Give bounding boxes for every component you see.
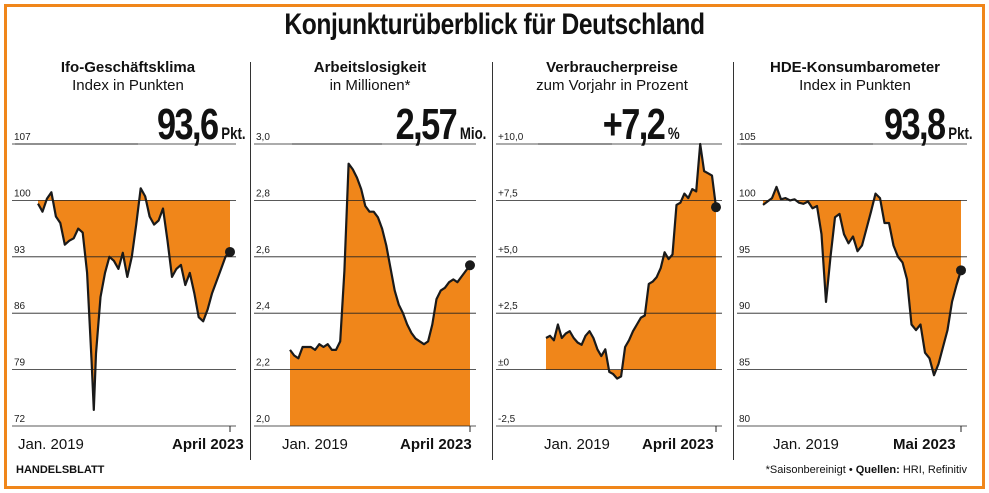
y-tick-label: 100 <box>739 188 756 199</box>
series-line <box>762 185 963 377</box>
y-tick-label: 3,0 <box>256 132 270 143</box>
chart-svg: 80 85 90 95 100 105 Jan. 2019 Mai 2023 <box>737 132 967 453</box>
y-tick-label: 86 <box>14 301 26 312</box>
end-marker <box>225 246 235 257</box>
panel-divider <box>492 62 493 460</box>
y-tick-label: 2,6 <box>256 245 270 256</box>
y-tick-label: 80 <box>739 414 751 425</box>
x-label-end: April 2023 <box>172 436 244 453</box>
y-tick-label: 95 <box>739 245 751 256</box>
panel-divider <box>250 62 251 460</box>
y-tick-label: 2,8 <box>256 188 270 199</box>
y-tick-label: 2,4 <box>256 301 270 312</box>
area-fill <box>38 188 230 410</box>
panel-arbeitslosigkeit: Arbeitslosigkeit in Millionen* 2,0 2,2 2,4 2,… <box>252 56 488 462</box>
sources-label: Quellen: <box>855 464 900 476</box>
y-tick-label: 93 <box>14 245 26 256</box>
chart-svg: 72 79 86 93 100 107 Jan. 2019 April 2023 <box>12 132 244 453</box>
end-marker <box>465 260 475 271</box>
x-label-start: Jan. 2019 <box>282 436 348 453</box>
panel-verbraucherpreise: Verbraucherpreise zum Vorjahr in Prozent -… <box>494 56 730 462</box>
series-line <box>37 187 231 411</box>
area-fill <box>546 144 716 379</box>
y-tick-label: 85 <box>739 358 751 369</box>
area-fill <box>290 163 470 426</box>
footnote-saison: *Saisonbereinigt <box>765 464 846 476</box>
y-tick-label: 72 <box>14 414 26 425</box>
y-tick-label: +7,5 <box>498 188 518 199</box>
headline-value: 2,57 Mio. <box>395 100 486 150</box>
main-title: Konjunkturüberblick für Deutschland <box>284 8 705 41</box>
y-tick-label: ±0 <box>498 358 509 369</box>
footnote: *Saisonbereinigt • Quellen: HRI, Refinit… <box>765 464 967 476</box>
headline-number: +7,2 <box>602 100 666 149</box>
y-tick-label: +2,5 <box>498 301 518 312</box>
y-tick-label: 100 <box>14 188 31 199</box>
panel-subtitle: in Millionen* <box>329 77 411 94</box>
panel-divider <box>733 62 734 460</box>
y-tick-label: 90 <box>739 301 751 312</box>
panel-subtitle: Index in Punkten <box>799 77 911 94</box>
panel-title: HDE-Konsumbarometer <box>769 59 941 76</box>
headline-value: 93,8 Pkt. <box>884 100 973 150</box>
y-tick-label: -2,5 <box>498 414 516 425</box>
headline-number: 93,6 <box>157 100 219 149</box>
chart-svg: 2,0 2,2 2,4 2,6 2,8 3,0 Jan. 2019 April 2023 <box>254 132 476 453</box>
end-marker <box>711 202 721 213</box>
headline-unit: Pkt. <box>217 124 246 143</box>
y-tick-label: +5,0 <box>498 245 518 256</box>
y-tick-label: 2,0 <box>256 414 270 425</box>
x-label-start: Jan. 2019 <box>544 436 610 453</box>
y-tick-label: +10,0 <box>498 132 524 143</box>
headline-unit: Mio. <box>455 124 486 143</box>
headline-number: 2,57 <box>395 100 457 149</box>
y-tick-label: 105 <box>739 132 756 143</box>
y-tick-label: 107 <box>14 132 31 143</box>
y-tick-label: 2,2 <box>256 358 270 369</box>
panel-title: Arbeitslosigkeit <box>313 59 427 76</box>
panel-subtitle: zum Vorjahr in Prozent <box>536 77 688 94</box>
chart-svg: -2,5 ±0 +2,5 +5,0 +7,5 +10,0 Jan. 2019 April 20… <box>496 132 722 453</box>
end-marker <box>956 265 966 276</box>
x-label-end: April 2023 <box>642 436 714 453</box>
sources-text: HRI, Refinitiv <box>902 464 967 476</box>
x-label-start: Jan. 2019 <box>18 436 84 453</box>
panel-hde: HDE-Konsumbarometer Index in Punkten 80 85 9… <box>735 56 975 462</box>
headline-number: 93,8 <box>884 100 946 149</box>
area-fill <box>763 186 961 376</box>
y-tick-label: 79 <box>14 358 26 369</box>
panel-title: Ifo-Geschäftsklima <box>60 59 196 76</box>
panel-ifo: Ifo-Geschäftsklima Index in Punkten 72 79 86… <box>10 56 246 462</box>
series-line <box>545 142 718 380</box>
panel-title: Verbraucherpreise <box>546 59 678 76</box>
headline-unit: % <box>664 124 680 143</box>
source-credit: HANDELSBLATT <box>16 464 105 476</box>
headline-unit: Pkt. <box>944 124 973 143</box>
x-label-end: April 2023 <box>400 436 472 453</box>
x-label-end: Mai 2023 <box>893 436 956 453</box>
panel-subtitle: Index in Punkten <box>72 77 184 94</box>
headline-value: 93,6 Pkt. <box>157 100 246 150</box>
series-line <box>289 162 471 360</box>
headline-value: +7,2 % <box>603 100 680 150</box>
x-label-start: Jan. 2019 <box>773 436 839 453</box>
